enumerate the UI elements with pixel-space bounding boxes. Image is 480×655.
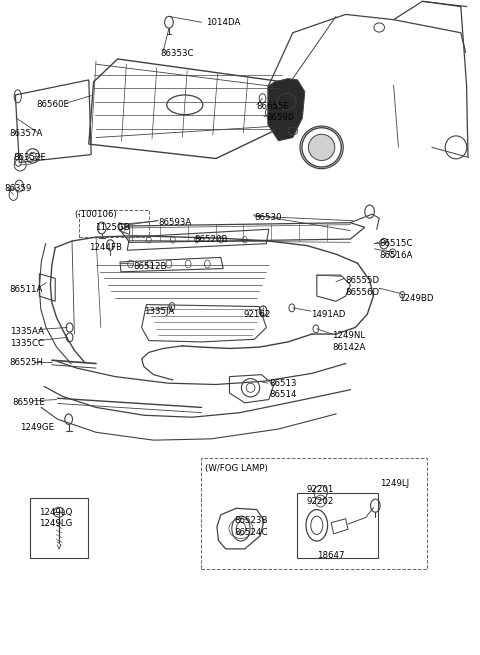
- Text: 1249LG: 1249LG: [39, 519, 73, 529]
- Text: 92201: 92201: [306, 485, 334, 495]
- Text: 86515C: 86515C: [379, 239, 413, 248]
- Text: 86525H: 86525H: [10, 358, 44, 367]
- Text: 1335AA: 1335AA: [10, 327, 44, 336]
- Text: 86556D: 86556D: [346, 288, 380, 297]
- Bar: [297, 493, 378, 558]
- Text: 86514: 86514: [270, 390, 297, 399]
- Text: 86511A: 86511A: [10, 285, 43, 294]
- Bar: [30, 498, 88, 558]
- Text: 86142A: 86142A: [332, 343, 366, 352]
- Text: 86357A: 86357A: [10, 129, 43, 138]
- Text: 18647: 18647: [317, 551, 344, 560]
- Text: 86352E: 86352E: [13, 153, 47, 162]
- Text: 1249LJ: 1249LJ: [380, 479, 409, 488]
- Text: 1249GE: 1249GE: [20, 422, 54, 432]
- Text: 86560E: 86560E: [36, 100, 69, 109]
- Text: 86523B: 86523B: [234, 516, 268, 525]
- Text: 1491AD: 1491AD: [311, 310, 346, 319]
- Text: 1249BD: 1249BD: [399, 294, 434, 303]
- Bar: [201, 458, 427, 569]
- Text: 1244FB: 1244FB: [89, 243, 122, 252]
- Text: 92162: 92162: [244, 310, 271, 319]
- Bar: [79, 210, 149, 237]
- Text: 1249NL: 1249NL: [332, 331, 365, 340]
- Text: 1335CC: 1335CC: [10, 339, 44, 348]
- Polygon shape: [268, 79, 305, 141]
- Text: 86512B: 86512B: [133, 262, 167, 271]
- Text: 86513: 86513: [270, 379, 297, 388]
- Text: 1014DA: 1014DA: [206, 18, 241, 28]
- Text: 86591E: 86591E: [12, 398, 45, 407]
- Text: 86593A: 86593A: [158, 218, 192, 227]
- Text: 86590: 86590: [266, 113, 294, 122]
- Text: 86516A: 86516A: [379, 251, 413, 260]
- Text: 86555D: 86555D: [346, 276, 380, 285]
- Text: 86655E: 86655E: [257, 102, 290, 111]
- Text: (-100106): (-100106): [74, 210, 117, 219]
- Text: 1249LQ: 1249LQ: [39, 508, 73, 517]
- Text: (W/FOG LAMP): (W/FOG LAMP): [205, 464, 268, 473]
- Ellipse shape: [309, 134, 335, 160]
- Text: 1335JA: 1335JA: [144, 307, 174, 316]
- Text: 86524C: 86524C: [234, 528, 268, 537]
- Text: 86353C: 86353C: [161, 49, 194, 58]
- Text: 86520B: 86520B: [194, 235, 228, 244]
- Text: 92202: 92202: [306, 497, 334, 506]
- Text: 86359: 86359: [5, 184, 32, 193]
- Text: 86530: 86530: [254, 213, 282, 222]
- Text: 1125GB: 1125GB: [95, 223, 130, 233]
